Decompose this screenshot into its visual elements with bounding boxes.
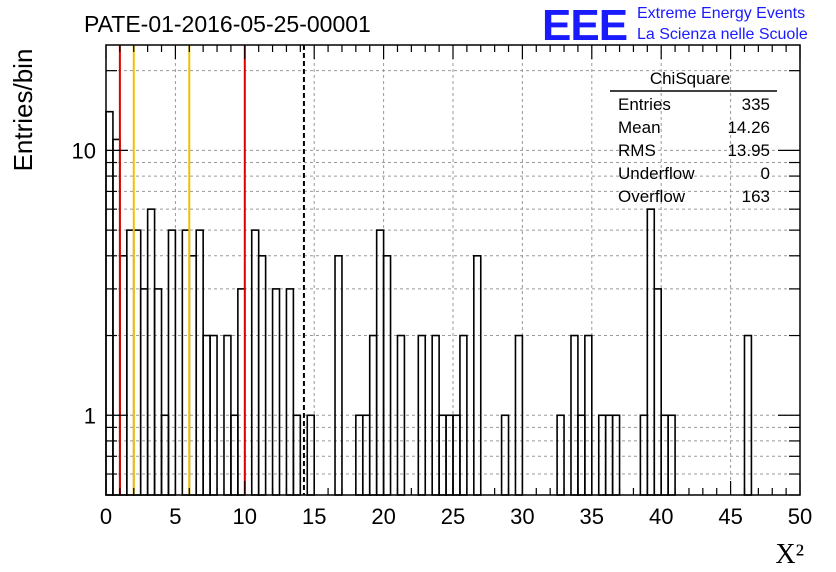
- histogram-bin: [146, 208, 156, 496]
- logo-line-1: Extreme Energy Events: [637, 5, 805, 22]
- histogram-bin: [139, 288, 149, 496]
- stats-value: 335: [742, 95, 770, 114]
- histogram-bin: [181, 229, 191, 496]
- y-tick-label: 10: [72, 138, 96, 163]
- stats-box: ChiSquare Entries 335 Mean 14.26 RMS 13.95 Und…: [610, 69, 777, 206]
- logo-mark: EEE: [542, 1, 627, 50]
- x-tick-label: 15: [302, 504, 326, 529]
- x-tick-label: 20: [371, 504, 395, 529]
- histogram-bin: [237, 288, 246, 496]
- grid: [106, 45, 800, 496]
- histogram-bin: [119, 255, 128, 496]
- stats-value: 0: [761, 164, 770, 183]
- stats-label: Entries: [618, 95, 671, 114]
- histogram-bin: [257, 255, 267, 496]
- stats-value: 14.26: [727, 118, 770, 137]
- page-title: PATE-01-2016-05-25-00001: [84, 11, 371, 37]
- x-tick-label: 25: [441, 504, 465, 529]
- y-tick-label: 1: [84, 403, 96, 428]
- x-tick-label: 30: [510, 504, 534, 529]
- stats-rows: Entries 335 Mean 14.26 RMS 13.95 Underflow 0 Ove…: [618, 95, 770, 206]
- histogram-bin: [195, 229, 204, 496]
- histogram-bin: [646, 208, 656, 496]
- histogram-bin: [132, 229, 142, 496]
- reference-lines: [118, 45, 305, 495]
- x-tick-label: 40: [649, 504, 673, 529]
- histogram-bin: [473, 255, 482, 496]
- histogram-bin: [653, 288, 663, 496]
- histogram-bin: [285, 288, 295, 496]
- x-tick-label: 0: [100, 504, 112, 529]
- stats-value: 163: [742, 187, 770, 206]
- stats-title: ChiSquare: [650, 69, 730, 88]
- stats-label: Underflow: [618, 164, 695, 183]
- histogram-bin: [334, 255, 343, 496]
- stats-label: RMS: [618, 141, 656, 160]
- histogram-bin: [153, 288, 163, 496]
- logo: EEE Extreme Energy Events La Scienza nel…: [542, 1, 808, 50]
- histogram-bin: [167, 229, 177, 496]
- histogram-bin: [126, 229, 135, 496]
- x-tick-label: 35: [580, 504, 604, 529]
- histogram-bin: [112, 138, 121, 496]
- stats-value: 13.95: [727, 141, 770, 160]
- x-tick-label: 45: [718, 504, 742, 529]
- histogram-bin: [188, 255, 198, 496]
- x-tick-label: 50: [788, 504, 812, 529]
- stats-label: Overflow: [618, 187, 686, 206]
- histogram-bin: [105, 110, 114, 496]
- y-axis-title: Entries/bin: [8, 49, 38, 172]
- histogram-bin: [271, 288, 281, 496]
- x-tick-label: 10: [233, 504, 257, 529]
- histogram-bin: [250, 229, 260, 496]
- y-tick-labels: 1 10: [72, 138, 96, 428]
- histogram-bin: [382, 255, 392, 496]
- x-axis-title: X²: [775, 539, 804, 570]
- histogram: [105, 110, 753, 496]
- axis-ticks: [105, 45, 801, 496]
- x-tick-label: 5: [169, 504, 181, 529]
- stats-label: Mean: [618, 118, 661, 137]
- logo-line-2: La Scienza nelle Scuole: [637, 26, 808, 43]
- histogram-bin: [375, 229, 385, 496]
- x-tick-labels: 0 5 10 15 20 25 30 35 40 45 50: [100, 504, 812, 529]
